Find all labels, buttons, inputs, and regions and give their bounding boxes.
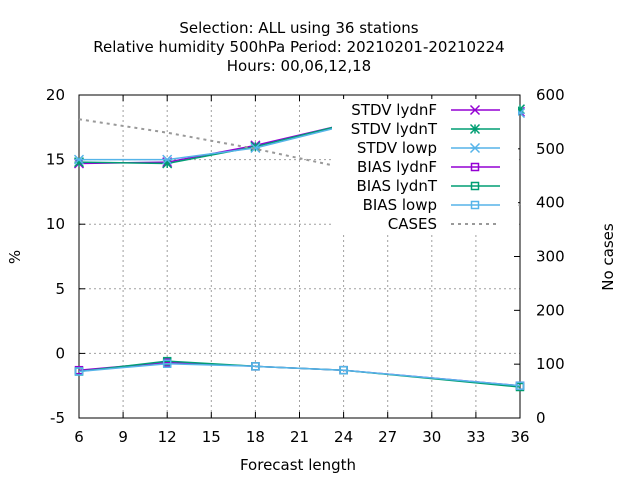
data-point (74, 367, 84, 376)
y-tick-label: 0 (55, 344, 65, 362)
series-bias-lowp (74, 359, 525, 390)
y-tick-label: 20 (46, 86, 65, 104)
y-tick-label: 10 (46, 215, 65, 233)
legend-label: BIAS lydnF (357, 158, 437, 176)
title-line-2: Relative humidity 500hPa Period: 2021020… (93, 38, 504, 56)
legend-item: BIAS lydnF (357, 158, 500, 176)
legend-item: CASES (388, 215, 500, 233)
legend-item: STDV lydnF (351, 101, 500, 119)
legend-item: BIAS lowp (363, 196, 500, 214)
y2-tick-label: 300 (536, 248, 565, 266)
y-tick-label: 15 (46, 151, 65, 169)
y2-tick-label: 400 (536, 194, 565, 212)
x-tick-label: 36 (510, 428, 529, 446)
y2-tick-label: 600 (536, 86, 565, 104)
legend-label: STDV lydnT (351, 120, 438, 138)
data-point (339, 365, 348, 375)
legend-marker (469, 104, 481, 116)
data-point (515, 381, 525, 390)
y-axis-label: % (6, 250, 24, 264)
x-tick-label: 21 (290, 428, 309, 446)
y2-tick-label: 0 (536, 409, 546, 427)
x-tick-label: 30 (422, 428, 441, 446)
legend-marker (470, 200, 480, 210)
title-line-1: Selection: ALL using 36 stations (179, 19, 418, 37)
y2-tick-label: 200 (536, 301, 565, 319)
series-line (78, 362, 521, 387)
y-tick-label: -5 (50, 409, 65, 427)
x-tick-label: 15 (202, 428, 221, 446)
grid (79, 95, 520, 418)
y-tick-label: 5 (55, 280, 65, 298)
chart-title: Selection: ALL using 36 stations Relativ… (93, 19, 504, 75)
legend-marker (470, 181, 480, 191)
title-line-3: Hours: 00,06,12,18 (227, 57, 371, 75)
legend-label: CASES (388, 215, 437, 233)
legend-item: STDV lowp (357, 139, 500, 157)
y2-axis-label: No cases (599, 223, 617, 291)
legend-item: STDV lydnT (351, 120, 500, 138)
x-tick-label: 27 (378, 428, 397, 446)
x-tick-label: 18 (246, 428, 265, 446)
data-point (162, 359, 172, 368)
legend-label: BIAS lydnT (356, 177, 437, 195)
legend-label: STDV lowp (357, 139, 437, 157)
x-tick-label: 12 (158, 428, 177, 446)
data-point (251, 362, 260, 371)
y2-tick-label: 100 (536, 355, 565, 373)
y2-axis-ticks: 0 100 200 300 400 500 600 (514, 86, 565, 427)
legend-marker (470, 162, 480, 172)
x-tick-label: 6 (74, 428, 84, 446)
x-tick-label: 24 (334, 428, 353, 446)
y-axis-ticks: -5 0 5 10 15 20 (46, 86, 85, 427)
x-tick-label: 33 (466, 428, 485, 446)
legend-item: BIAS lydnT (356, 177, 500, 195)
legend-label: STDV lydnF (351, 101, 437, 119)
y2-tick-label: 500 (536, 140, 565, 158)
legend-background (332, 99, 518, 233)
legend-label: BIAS lowp (363, 196, 437, 214)
x-axis-label: Forecast length (240, 456, 356, 474)
x-tick-label: 9 (118, 428, 128, 446)
x-axis-ticks: 6 9 12 15 18 21 24 27 30 33 36 (74, 95, 530, 446)
